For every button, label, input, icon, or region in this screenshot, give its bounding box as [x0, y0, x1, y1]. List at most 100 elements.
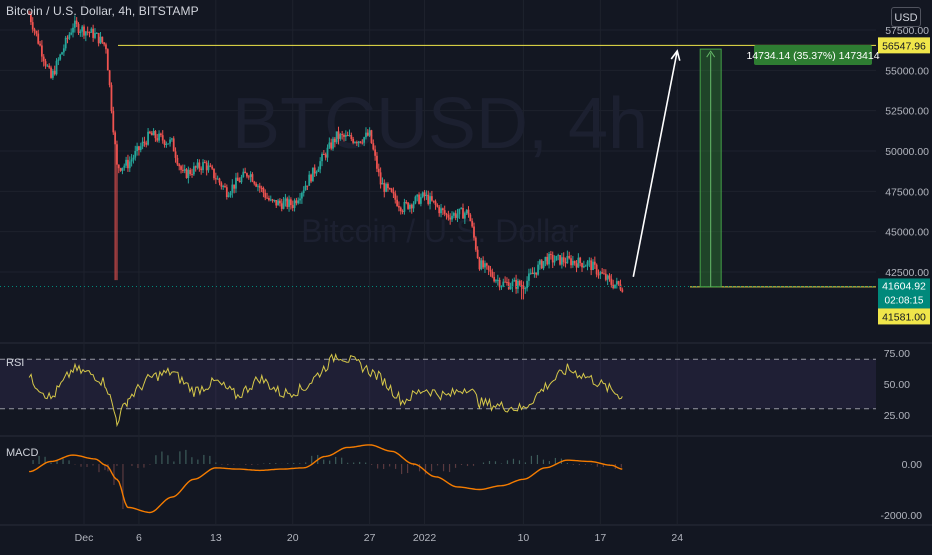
- candle-body: [73, 20, 76, 28]
- candle-body: [319, 161, 322, 170]
- candle-body: [577, 257, 580, 268]
- candle-body: [513, 279, 516, 282]
- candle-body: [99, 36, 102, 44]
- candle-body: [92, 28, 95, 38]
- candle-body: [249, 174, 252, 177]
- candle-body: [573, 260, 576, 264]
- candle-body: [77, 23, 80, 33]
- candle-body: [458, 208, 461, 215]
- candle-body: [326, 147, 329, 158]
- candle-body: [244, 171, 247, 174]
- candle-body: [282, 201, 285, 209]
- candle-body: [456, 214, 459, 218]
- last-price-label: 41604.92: [882, 280, 926, 292]
- candle-body: [529, 272, 532, 274]
- candle-body: [247, 176, 250, 178]
- candle-body: [257, 185, 259, 187]
- candle-body: [28, 13, 30, 15]
- candle-body: [242, 171, 245, 177]
- candle-body: [196, 162, 199, 168]
- candle-body: [95, 32, 98, 34]
- candle-body: [90, 28, 93, 33]
- candle-body: [180, 166, 182, 170]
- candle-body: [279, 200, 281, 204]
- candle-body: [416, 194, 419, 197]
- candle-body: [489, 270, 492, 272]
- rsi-pane-title[interactable]: RSI: [6, 357, 25, 369]
- candle-body: [222, 185, 225, 187]
- candle-body: [42, 56, 45, 62]
- candle-body: [66, 37, 69, 39]
- candle-body: [240, 176, 243, 183]
- macd-pane-title[interactable]: MACD: [6, 447, 39, 459]
- candle-body: [612, 284, 615, 288]
- candle-body: [418, 194, 420, 204]
- candle-body: [192, 166, 195, 175]
- candle-body: [178, 164, 181, 167]
- candle-body: [275, 199, 278, 206]
- candle-body: [335, 131, 338, 143]
- resistance-price-badge: [878, 37, 930, 54]
- candle-body: [467, 209, 470, 215]
- candle-body: [498, 279, 501, 288]
- candle-body: [346, 134, 349, 136]
- candle-body: [280, 203, 283, 209]
- candle-body: [495, 280, 497, 282]
- candle-body: [401, 211, 404, 213]
- candle-body: [381, 182, 384, 185]
- candle-body: [57, 59, 60, 61]
- candle-body: [55, 60, 58, 75]
- candle-body: [370, 130, 373, 144]
- candle-body: [174, 151, 177, 158]
- candle-body: [493, 276, 496, 282]
- price-tick-label: 47500.00: [885, 186, 929, 198]
- candle-body: [183, 169, 186, 171]
- currency-button[interactable]: USD: [891, 7, 921, 27]
- candle-body: [333, 138, 336, 143]
- candle-body: [447, 214, 450, 218]
- candle-body: [136, 146, 138, 151]
- candle-body: [396, 199, 398, 206]
- candle-body: [185, 169, 188, 178]
- candle-body: [365, 132, 367, 138]
- candle-body: [304, 185, 307, 191]
- candle-body: [70, 32, 73, 35]
- candle-body: [112, 111, 115, 133]
- candle-body: [297, 200, 300, 204]
- candle-body: [344, 134, 347, 137]
- candle-body: [376, 155, 378, 169]
- candle-body: [366, 132, 369, 136]
- candle-body: [355, 142, 358, 144]
- time-tick-label: 17: [594, 532, 606, 544]
- candle-body: [592, 261, 594, 271]
- candle-body: [158, 133, 160, 141]
- candle-body: [44, 61, 47, 66]
- symbol-title[interactable]: Bitcoin / U.S. Dollar, 4h, BITSTAMP: [6, 4, 199, 18]
- candle-body: [145, 142, 148, 145]
- candle-body: [306, 185, 309, 187]
- candle-body: [277, 200, 279, 206]
- support-price-badge-label: 41581.00: [882, 311, 926, 323]
- candle-body: [603, 273, 605, 275]
- price-tick-label: 55000.00: [885, 65, 929, 77]
- candle-body: [478, 258, 481, 270]
- candle-body: [363, 137, 366, 143]
- time-tick-label: 13: [210, 532, 222, 544]
- candle-body: [423, 192, 426, 197]
- candle-body: [108, 70, 111, 86]
- candle-body: [430, 196, 433, 201]
- candle-body: [414, 196, 417, 204]
- rsi-pane: [0, 352, 876, 428]
- resistance-price-badge-label: 56547.96: [882, 40, 926, 52]
- candle-body: [194, 166, 197, 168]
- candle-body: [30, 13, 32, 23]
- candle-body: [586, 261, 589, 266]
- candle-body: [392, 191, 395, 194]
- candle-body: [68, 34, 71, 39]
- candle-body: [560, 257, 563, 265]
- candle-body: [125, 159, 128, 166]
- candle-body: [549, 253, 552, 255]
- candle-body: [348, 135, 351, 137]
